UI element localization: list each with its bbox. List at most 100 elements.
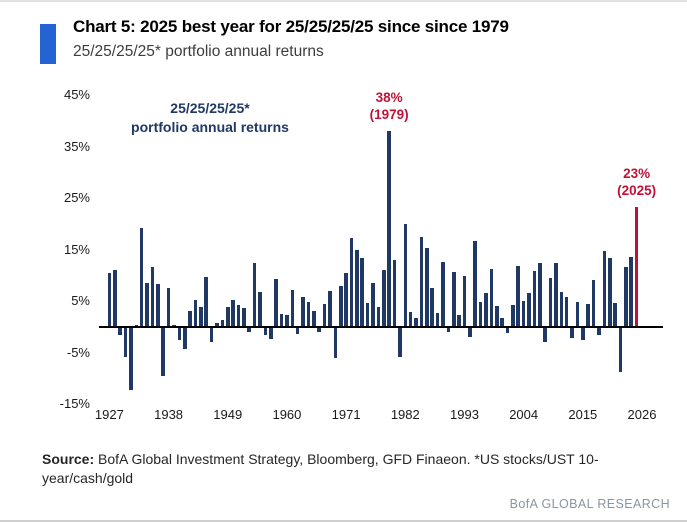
bar-1933 bbox=[139, 228, 144, 327]
bar-1968 bbox=[328, 290, 332, 327]
title-accent-bar bbox=[40, 24, 56, 64]
bar-1974 bbox=[360, 257, 365, 327]
bar-2021 bbox=[613, 302, 617, 327]
bar-1941 bbox=[182, 327, 187, 349]
bar-1963 bbox=[301, 297, 305, 327]
y-tick--5%: -5% bbox=[66, 344, 90, 360]
bar-1985 bbox=[419, 236, 424, 327]
bar-1998 bbox=[489, 269, 494, 327]
bar-1997 bbox=[484, 293, 488, 327]
bar-2020 bbox=[607, 257, 612, 327]
bar-1975 bbox=[365, 303, 370, 327]
bar-2003 bbox=[516, 266, 521, 327]
x-tick-1927: 1927 bbox=[94, 407, 124, 422]
bar-1967 bbox=[322, 303, 327, 327]
bar-2015 bbox=[581, 327, 585, 340]
x-tick-1949: 1949 bbox=[213, 407, 243, 422]
bar-1946 bbox=[209, 327, 214, 343]
bar-2005 bbox=[527, 293, 531, 327]
y-tick-25%: 25% bbox=[63, 190, 90, 206]
bar-1954 bbox=[252, 263, 257, 327]
x-tick-1993: 1993 bbox=[450, 407, 479, 422]
bar-1940 bbox=[177, 327, 182, 341]
chart-title: Chart 5: 2025 best year for 25/25/25/25 … bbox=[73, 17, 509, 36]
bar-1937 bbox=[161, 327, 165, 376]
bar-2002 bbox=[511, 304, 515, 327]
bar-2024 bbox=[629, 256, 634, 327]
bar-1948 bbox=[220, 319, 225, 327]
bar-1973 bbox=[355, 249, 359, 327]
bar-2008 bbox=[543, 327, 547, 342]
x-tick-1982: 1982 bbox=[390, 407, 420, 422]
bar-1984 bbox=[414, 318, 418, 327]
bar-2004 bbox=[521, 301, 526, 327]
bar-1971 bbox=[344, 273, 348, 327]
bar-1970 bbox=[338, 285, 343, 327]
bar-1977 bbox=[376, 306, 381, 327]
y-tick-45%: 45% bbox=[63, 87, 90, 103]
annotation-1979-year: (1979) bbox=[369, 106, 409, 122]
x-tick-1971: 1971 bbox=[331, 407, 361, 422]
bar-1953 bbox=[247, 327, 252, 333]
bar-1996 bbox=[478, 301, 483, 327]
in-chart-series-label-line1: 25/25/25/25* bbox=[170, 100, 250, 116]
bar-1952 bbox=[242, 307, 246, 327]
bar-1987 bbox=[430, 287, 434, 327]
bar-2019 bbox=[602, 250, 607, 327]
bar-1931 bbox=[129, 327, 133, 390]
bar-1942 bbox=[188, 310, 192, 327]
bar-2000 bbox=[500, 318, 504, 327]
bar-1979 bbox=[387, 131, 391, 327]
bar-1958 bbox=[274, 278, 278, 327]
bar-2010 bbox=[554, 263, 558, 327]
bar-1930 bbox=[123, 327, 128, 357]
x-tick-1960: 1960 bbox=[272, 407, 302, 422]
bar-1980 bbox=[392, 260, 397, 327]
bar-2001 bbox=[505, 327, 510, 334]
bar-2014 bbox=[575, 301, 580, 327]
source-note: Source: BofA Global Investment Strategy,… bbox=[42, 450, 672, 487]
x-tick-2015: 2015 bbox=[568, 407, 598, 422]
bar-1929 bbox=[118, 327, 122, 335]
bar-1981 bbox=[398, 327, 402, 357]
bar-1951 bbox=[236, 304, 241, 327]
bar-1990 bbox=[446, 327, 451, 333]
bar-2012 bbox=[564, 297, 569, 327]
bar-1960 bbox=[285, 315, 289, 327]
bar-1928 bbox=[112, 270, 117, 327]
bar-2022 bbox=[618, 327, 623, 372]
bar-1983 bbox=[408, 311, 413, 327]
bar-1992 bbox=[457, 315, 461, 327]
annotation-2025-year: (2025) bbox=[617, 182, 657, 198]
source-label: Source: bbox=[42, 451, 95, 467]
bar-1957 bbox=[269, 327, 273, 339]
bar-2009 bbox=[548, 278, 553, 327]
bar-1936 bbox=[156, 283, 160, 327]
annotation-2025-value: 23% bbox=[623, 166, 651, 181]
bar-1964 bbox=[306, 301, 311, 327]
bar-2013 bbox=[570, 327, 574, 339]
annotation-1979-value: 38% bbox=[375, 90, 403, 106]
source-text-line2: year/cash/gold bbox=[42, 469, 134, 486]
bar-1955 bbox=[258, 291, 262, 327]
bar-1959 bbox=[279, 313, 284, 327]
bar-1969 bbox=[333, 327, 338, 358]
bar-2006 bbox=[532, 271, 537, 327]
bar-2011 bbox=[559, 291, 564, 327]
bar-2025 bbox=[634, 207, 639, 327]
bar-2016 bbox=[586, 304, 590, 327]
x-axis-zero-line bbox=[99, 325, 663, 329]
bar-2007 bbox=[538, 263, 542, 327]
y-tick-35%: 35% bbox=[63, 138, 90, 154]
bar-1986 bbox=[425, 248, 429, 327]
chart-subtitle: 25/25/25/25* portfolio annual returns bbox=[73, 43, 324, 60]
bar-1935 bbox=[150, 266, 155, 327]
bar-1947 bbox=[215, 322, 219, 327]
bar-1938 bbox=[166, 288, 171, 327]
bar-1961 bbox=[290, 290, 295, 327]
bar-1994 bbox=[468, 327, 472, 337]
bar-1988 bbox=[435, 313, 440, 327]
bar-1962 bbox=[295, 327, 300, 334]
bar-1978 bbox=[381, 270, 386, 327]
